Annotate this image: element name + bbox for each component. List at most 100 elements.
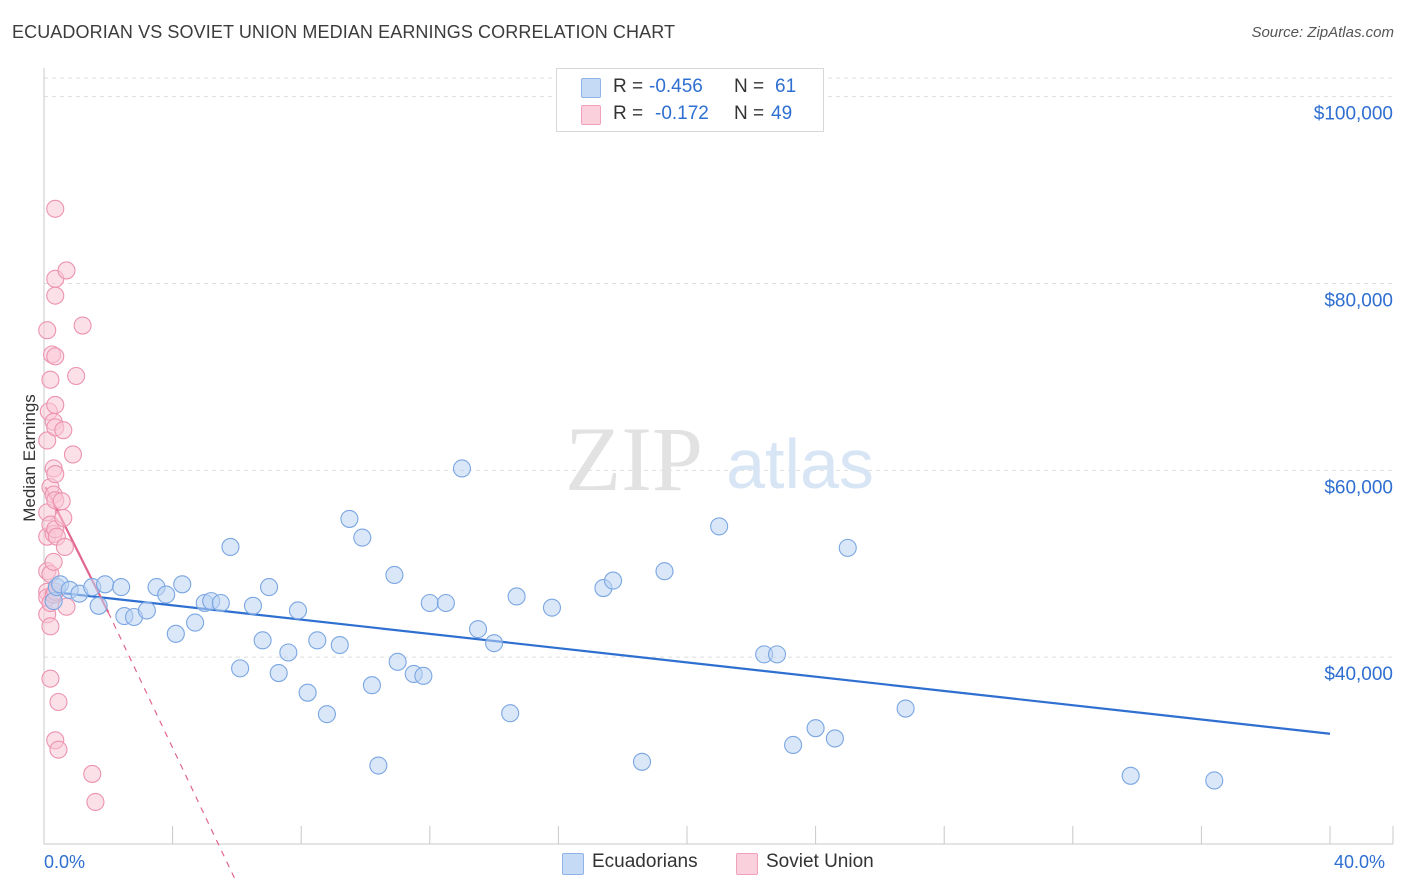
- point-ecuadorians: [259, 578, 279, 597]
- point-soviet-union: [57, 261, 76, 280]
- point-soviet-union: [49, 740, 68, 759]
- point-soviet-union: [38, 431, 57, 450]
- point-ecuadorians: [112, 578, 131, 597]
- bottom-legend-swatch-pink: [736, 853, 758, 875]
- watermark: ZIP atlas: [565, 408, 874, 510]
- point-ecuadorians: [452, 459, 472, 478]
- point-soviet-union: [86, 792, 105, 812]
- x-tick-label-min: 0.0%: [44, 852, 86, 872]
- trend-line-soviet-union-extrapolated: [107, 612, 238, 884]
- point-ecuadorians: [507, 587, 526, 606]
- point-ecuadorians: [157, 585, 176, 604]
- point-ecuadorians: [710, 517, 729, 536]
- point-soviet-union: [44, 552, 63, 571]
- watermark-atlas: atlas: [726, 425, 874, 503]
- point-ecuadorians: [655, 562, 674, 581]
- point-ecuadorians: [243, 596, 263, 615]
- point-ecuadorians: [137, 601, 156, 620]
- point-ecuadorians: [330, 635, 349, 655]
- point-ecuadorians: [186, 613, 205, 632]
- point-ecuadorians: [96, 575, 115, 594]
- scatter-points: [38, 199, 1224, 812]
- point-ecuadorians: [340, 509, 359, 528]
- correlation-legend: R = -0.456 N = 61 R = -0.172 N = 49: [556, 68, 824, 132]
- point-ecuadorians: [414, 666, 433, 685]
- point-ecuadorians: [1205, 771, 1224, 790]
- axes: [43, 68, 1394, 845]
- legend-n-label: N =: [734, 103, 765, 124]
- y-tick-label: $40,000: [1324, 664, 1393, 685]
- point-soviet-union: [55, 537, 74, 556]
- point-soviet-union: [41, 370, 60, 389]
- point-ecuadorians: [604, 571, 623, 590]
- watermark-zip: ZIP: [565, 408, 703, 510]
- point-soviet-union: [73, 316, 92, 335]
- point-ecuadorians: [896, 699, 915, 718]
- legend-row-soviet-union: R = -0.172 N = 49: [557, 101, 823, 127]
- point-ecuadorians: [362, 676, 381, 695]
- point-soviet-union: [54, 421, 73, 440]
- point-soviet-union: [46, 465, 65, 484]
- point-soviet-union: [52, 492, 71, 511]
- y-axis-label: Median Earnings: [20, 394, 39, 522]
- point-ecuadorians: [485, 634, 504, 653]
- point-ecuadorians: [231, 659, 250, 678]
- legend-r-value: -0.172: [655, 103, 709, 124]
- point-ecuadorians: [542, 598, 562, 617]
- point-ecuadorians: [420, 593, 439, 613]
- point-ecuadorians: [211, 593, 230, 613]
- point-ecuadorians: [166, 624, 185, 643]
- point-ecuadorians: [369, 756, 388, 775]
- point-ecuadorians: [468, 620, 488, 639]
- legend-n-value: 49: [771, 103, 793, 124]
- y-tick-label: $60,000: [1324, 477, 1393, 498]
- point-soviet-union: [54, 508, 73, 528]
- legend-r-value: -0.456: [649, 76, 703, 97]
- point-ecuadorians: [253, 631, 272, 650]
- bottom-legend-label: Ecuadorians: [592, 851, 698, 872]
- x-tick-label-max: 40.0%: [1334, 852, 1386, 872]
- point-soviet-union: [63, 445, 82, 464]
- point-ecuadorians: [288, 601, 308, 620]
- point-soviet-union: [46, 286, 65, 305]
- point-ecuadorians: [279, 643, 298, 662]
- point-ecuadorians: [825, 729, 844, 748]
- gridlines: [44, 77, 1393, 658]
- point-ecuadorians: [89, 596, 108, 615]
- legend-n-value: 61: [775, 76, 797, 97]
- point-ecuadorians: [269, 664, 288, 683]
- legend-r-label: R =: [613, 103, 644, 124]
- point-ecuadorians: [317, 705, 336, 724]
- legend-n-label: N =: [734, 76, 765, 97]
- y-tick-label: $100,000: [1314, 104, 1393, 125]
- trend-line-ecuadorians: [50, 590, 1331, 735]
- point-soviet-union: [41, 617, 60, 636]
- point-ecuadorians: [1121, 766, 1140, 785]
- point-ecuadorians: [298, 683, 317, 702]
- point-soviet-union: [46, 199, 65, 218]
- point-soviet-union: [41, 669, 60, 688]
- point-ecuadorians: [385, 565, 404, 585]
- point-soviet-union: [46, 395, 65, 415]
- bottom-legend-label: Soviet Union: [766, 851, 874, 872]
- point-ecuadorians: [838, 538, 857, 557]
- point-ecuadorians: [436, 593, 455, 613]
- y-tick-label: $80,000: [1324, 291, 1393, 312]
- point-soviet-union: [46, 347, 65, 366]
- point-soviet-union: [38, 321, 57, 340]
- y-tick-labels: $40,000 $60,000 $80,000 $100,000: [1314, 104, 1393, 685]
- point-ecuadorians: [388, 652, 407, 671]
- point-ecuadorians: [353, 528, 372, 547]
- point-ecuadorians: [173, 575, 192, 594]
- point-ecuadorians: [784, 735, 803, 755]
- point-ecuadorians: [501, 704, 520, 723]
- point-ecuadorians: [806, 719, 825, 738]
- chart-title: ECUADORIAN VS SOVIET UNION MEDIAN EARNIN…: [12, 22, 676, 42]
- point-ecuadorians: [632, 752, 652, 771]
- point-soviet-union: [83, 764, 102, 783]
- point-ecuadorians: [221, 537, 240, 556]
- point-soviet-union: [49, 692, 68, 712]
- legend-swatch-pink: [581, 105, 601, 125]
- source-note: Source: ZipAtlas.com: [1251, 24, 1394, 41]
